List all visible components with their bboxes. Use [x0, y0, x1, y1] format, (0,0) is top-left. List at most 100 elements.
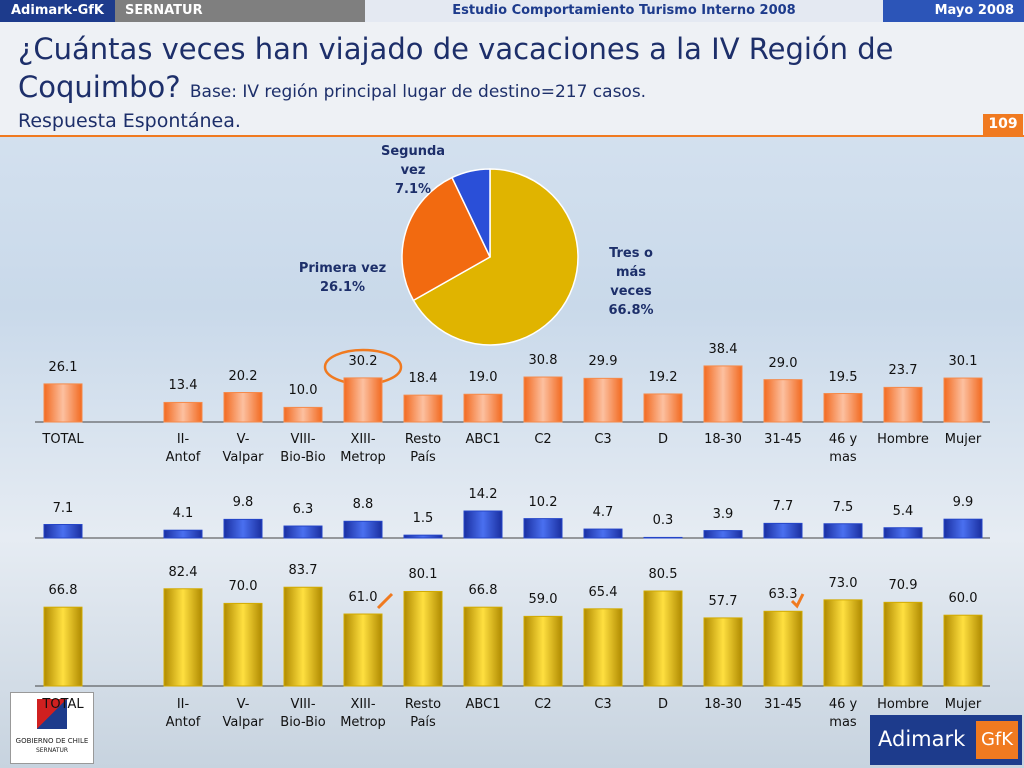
bar [523, 376, 563, 423]
value-label: 23.7 [888, 363, 918, 379]
value-label: 29.9 [588, 354, 618, 370]
bar [763, 522, 803, 539]
adimark-logo: Adimark GfK [870, 715, 1022, 765]
bar [43, 383, 83, 423]
category-label: VIII- Bio-Bio [280, 697, 326, 730]
value-label: 30.1 [948, 354, 978, 370]
bar [763, 379, 803, 423]
bar [943, 614, 983, 687]
value-label: 3.9 [712, 506, 734, 522]
bar [403, 394, 443, 423]
value-label: 9.8 [232, 495, 254, 511]
value-label: 66.8 [48, 583, 78, 599]
bar [883, 601, 923, 687]
pie-label-text: Tres o más veces [609, 246, 653, 299]
bar [523, 615, 563, 687]
value-label: 0.3 [652, 513, 674, 529]
value-label: 30.8 [528, 353, 558, 369]
category-label: VIII- Bio-Bio [280, 432, 326, 465]
value-label: 65.4 [588, 584, 618, 600]
bar [463, 393, 503, 423]
value-label: 9.9 [952, 495, 974, 511]
category-label: XIII- Metrop [340, 432, 386, 465]
value-label: 82.4 [168, 564, 198, 580]
title: ¿Cuántas veces han viajado de vacaciones… [18, 30, 978, 111]
category-label: ABC1 [465, 432, 501, 447]
value-label: 7.7 [772, 499, 794, 515]
category-label: Resto País [404, 697, 442, 730]
category-label: XIII- Metrop [340, 697, 386, 730]
bar [943, 518, 983, 539]
bar [823, 523, 863, 539]
value-label: 19.0 [468, 370, 498, 386]
category-label: Resto País [404, 432, 442, 465]
bar [823, 393, 863, 423]
client: SERNATUR [115, 0, 365, 22]
category-label: C2 [534, 697, 552, 712]
category-label: C3 [594, 697, 612, 712]
pie-label-text: Segunda vez [380, 144, 446, 178]
category-label: TOTAL [42, 697, 84, 712]
bar [583, 608, 623, 687]
pie-label-text: 26.1% [319, 280, 366, 295]
bar [583, 377, 623, 423]
title-band [0, 0, 1024, 136]
bar [883, 386, 923, 423]
check-mark [790, 593, 805, 609]
value-label: 19.5 [828, 369, 858, 385]
value-label: 18.4 [408, 371, 438, 387]
logo-text: Adimark [878, 727, 966, 751]
category-label: Mujer [944, 697, 982, 712]
value-label: 61.0 [348, 590, 378, 606]
bar [403, 590, 443, 687]
value-label: 29.0 [768, 355, 798, 371]
pie-label-text: Primera vez [298, 261, 387, 276]
category-label: Mujer [944, 432, 982, 447]
page-number: 109 [983, 114, 1023, 135]
pie-label: Segunda vez 7.1% [378, 142, 448, 199]
value-label: 38.4 [708, 341, 738, 357]
bar [163, 588, 203, 687]
bar [343, 377, 383, 423]
category-label: 46 y mas [828, 432, 858, 465]
study: Estudio Comportamiento Turismo Interno 2… [365, 0, 883, 22]
value-label: 73.0 [828, 575, 858, 591]
bar [283, 525, 323, 539]
category-label: TOTAL [42, 432, 84, 447]
gov-emblem [37, 699, 67, 729]
value-label: 70.0 [228, 579, 258, 595]
pie-slice [401, 176, 491, 302]
category-label: II- Antof [165, 697, 201, 730]
value-label: 80.5 [648, 567, 678, 582]
value-label: 13.4 [168, 378, 198, 394]
check-mark [376, 592, 394, 610]
gov-text: GOBIERNO DE CHILE [15, 737, 89, 745]
pie-slice [412, 168, 579, 346]
bar [223, 518, 263, 539]
category-label: C3 [594, 432, 612, 447]
value-label: 8.8 [352, 497, 374, 513]
value-label: 5.4 [892, 503, 914, 519]
bar [703, 617, 743, 687]
value-label: 59.0 [528, 592, 558, 608]
category-label: V- Valpar [222, 697, 264, 730]
pie-slice [451, 168, 491, 258]
logo-gfk: GfK [976, 721, 1018, 759]
bar [463, 510, 503, 539]
rule [0, 135, 1024, 137]
bar [523, 518, 563, 539]
category-label: V- Valpar [222, 432, 264, 465]
date: Mayo 2008 [883, 0, 1024, 22]
base: Base: IV región principal lugar de desti… [189, 82, 647, 102]
pie-label-text: 7.1% [394, 182, 432, 197]
category-label: ABC1 [465, 697, 501, 712]
value-label: 19.2 [648, 369, 678, 385]
bar [943, 377, 983, 423]
value-label: 6.3 [292, 502, 314, 518]
value-label: 4.7 [592, 505, 614, 521]
category-label: 46 y mas [828, 697, 858, 730]
value-label: 7.1 [52, 500, 74, 516]
category-label: 31-45 [764, 697, 802, 712]
